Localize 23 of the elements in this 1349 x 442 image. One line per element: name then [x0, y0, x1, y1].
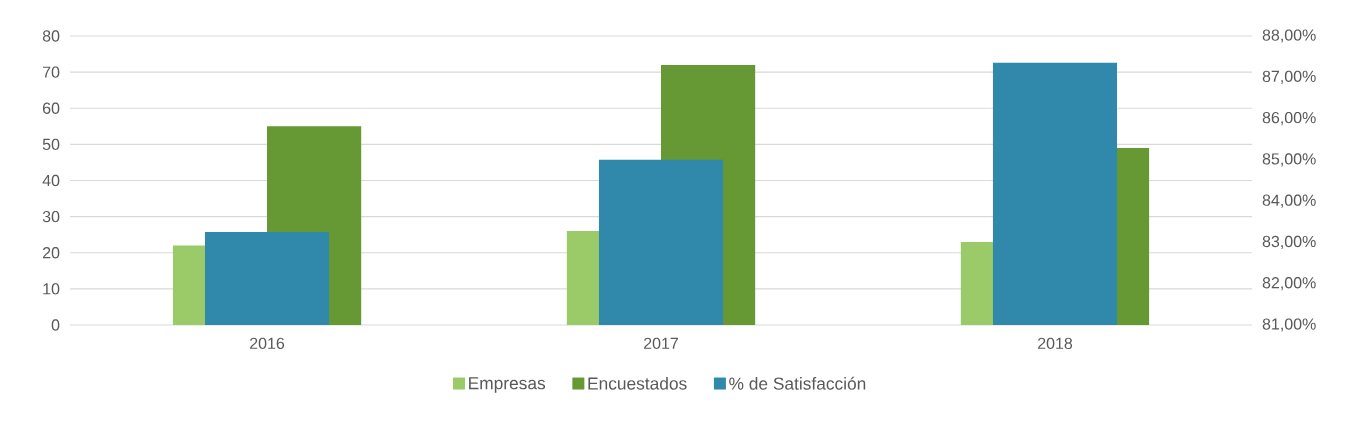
- legend-label: % de Satisfacción: [729, 376, 866, 390]
- y-tick-label: 80: [42, 30, 60, 42]
- y2-tick-label: 85,00%: [1262, 153, 1316, 167]
- y2-tick-label: 81,00%: [1262, 318, 1316, 332]
- y2-tick-label: 87,00%: [1262, 70, 1316, 84]
- x-tick-label: 2018: [1037, 337, 1073, 350]
- y-tick-label: 70: [42, 66, 60, 78]
- y-tick-label: 30: [42, 210, 60, 223]
- y-tick-label: 50: [42, 138, 60, 151]
- y-tick-label: 10: [43, 283, 60, 295]
- x-tick-label: 2016: [250, 337, 285, 350]
- y2-tick-label: 82,00%: [1262, 277, 1316, 291]
- y2-tick-label: 84,00%: [1262, 194, 1316, 208]
- y2-tick-label: 86,00%: [1262, 111, 1316, 126]
- y-tick-label: 0: [51, 319, 60, 331]
- x-tick-label: 2017: [644, 337, 678, 350]
- y-tick-label: 40: [42, 174, 60, 187]
- y2-tick-label: 83,00%: [1262, 235, 1316, 250]
- y-tick-label: 60: [42, 102, 60, 114]
- legend-label: Encuestados: [588, 376, 687, 390]
- legend-label: Empresas: [469, 377, 546, 393]
- y2-tick-label: 88,00%: [1262, 29, 1316, 43]
- y-tick-label: 20: [42, 247, 60, 259]
